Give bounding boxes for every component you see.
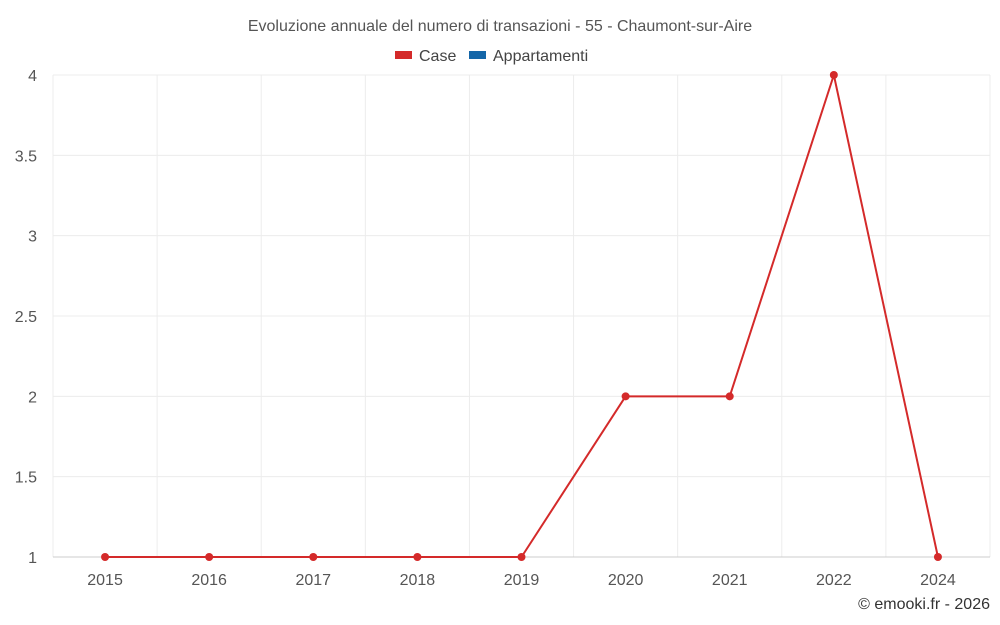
y-tick-label: 2.5 xyxy=(15,309,37,326)
y-tick-label: 4 xyxy=(28,68,37,85)
data-point[interactable] xyxy=(517,553,526,561)
x-tick-label: 2017 xyxy=(295,572,331,589)
legend-item-case[interactable]: Case xyxy=(395,48,456,65)
x-tick-label: 2015 xyxy=(87,572,123,589)
legend-label-appartamenti: Appartamenti xyxy=(493,48,588,65)
y-tick-label: 3.5 xyxy=(15,148,37,165)
legend-swatch-case xyxy=(395,51,412,59)
x-tick-label: 2016 xyxy=(191,572,227,589)
x-tick-label: 2021 xyxy=(712,572,748,589)
data-point[interactable] xyxy=(309,553,318,561)
credit-text: © emooki.fr - 2026 xyxy=(858,596,990,613)
y-tick-label: 1.5 xyxy=(15,470,37,487)
y-tick-label: 1 xyxy=(28,550,37,567)
x-tick-label: 2018 xyxy=(400,572,436,589)
data-point[interactable] xyxy=(413,553,422,561)
axes: 1 1.5 2 2.5 3 3.5 4 2015 2016 2017 2018 2019 2020 202… xyxy=(15,68,990,589)
y-tick-label: 2 xyxy=(28,389,37,406)
y-tick-label: 3 xyxy=(28,229,37,246)
data-point[interactable] xyxy=(933,553,942,561)
x-tick-label: 2024 xyxy=(920,572,956,589)
x-tick-label: 2019 xyxy=(504,572,540,589)
grid xyxy=(52,74,991,557)
legend-swatch-appartamenti xyxy=(469,51,486,59)
series-case xyxy=(101,71,942,561)
legend: Case Appartamenti xyxy=(395,48,588,65)
data-point[interactable] xyxy=(621,392,630,401)
data-point[interactable] xyxy=(829,71,838,79)
data-point[interactable] xyxy=(205,553,214,561)
legend-item-appartamenti[interactable]: Appartamenti xyxy=(469,48,588,65)
data-point[interactable] xyxy=(101,553,110,561)
legend-label-case: Case xyxy=(419,48,456,65)
data-point[interactable] xyxy=(725,392,734,401)
x-tick-label: 2020 xyxy=(608,572,644,589)
x-tick-label: 2022 xyxy=(816,572,852,589)
chart-title: Evoluzione annuale del numero di transaz… xyxy=(248,18,752,35)
